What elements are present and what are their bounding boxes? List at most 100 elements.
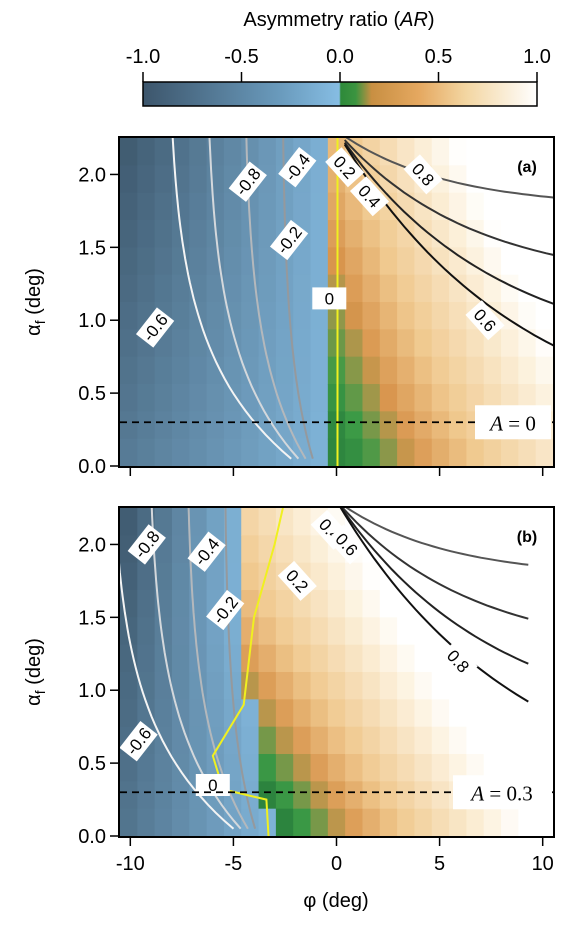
heatmap-cell <box>120 617 138 646</box>
heatmap-cell <box>518 726 537 755</box>
heatmap-cell <box>137 192 156 221</box>
panel-label: (a) <box>517 159 537 176</box>
heatmap-cell <box>171 590 190 618</box>
heatmap-cell <box>171 617 190 646</box>
heatmap-cell <box>206 192 225 221</box>
heatmap-cell <box>223 535 242 564</box>
heatmap-cell <box>120 247 138 276</box>
heatmap-cell <box>501 356 519 385</box>
heatmap-cell <box>466 535 485 564</box>
heatmap-cell <box>466 754 485 782</box>
heatmap-cell <box>535 274 553 303</box>
heatmap-cell <box>310 808 329 836</box>
heatmap-cell <box>327 590 346 618</box>
heatmap-cell <box>501 165 519 194</box>
heatmap-cell <box>120 808 138 836</box>
panel-b-axes: 0.0 0.5 1.0 1.5 2.0 -10 -5 0 5 10 αf (deg) <box>23 534 554 875</box>
heatmap-cell <box>518 274 537 303</box>
heatmap-cell <box>327 754 346 782</box>
heatmap-cell <box>258 508 277 536</box>
heatmap-cell <box>327 562 346 591</box>
heatmap-cell <box>379 535 398 564</box>
svg-text:A = 0.3: A = 0.3 <box>469 781 532 805</box>
heatmap-cell <box>120 644 138 673</box>
heatmap-cell <box>137 356 156 385</box>
heatmap-cell <box>258 138 277 166</box>
x-tick-label: 0 <box>331 853 342 875</box>
contour-line <box>343 142 553 305</box>
heatmap-cell <box>223 138 242 166</box>
heatmap-cell <box>275 699 294 728</box>
heatmap-cell <box>501 138 519 166</box>
heatmap-cell <box>379 808 398 836</box>
heatmap-cell <box>293 302 312 330</box>
y-tick-label: 0.5 <box>78 753 106 775</box>
svg-text:0: 0 <box>208 776 217 795</box>
heatmap-cell <box>414 384 433 412</box>
heatmap-cell <box>241 808 260 836</box>
heatmap-cell <box>397 781 416 810</box>
heatmap-cell <box>449 754 467 782</box>
heatmap-cell <box>310 329 329 358</box>
heatmap-cell <box>535 590 553 618</box>
heatmap-cell <box>501 808 519 836</box>
heatmap-cell <box>154 274 173 303</box>
heatmap-cell <box>483 562 502 591</box>
heatmap-cell <box>449 617 467 646</box>
svg-text:0: 0 <box>325 289 334 308</box>
heatmap-cell <box>379 590 398 618</box>
heatmap-cell <box>241 302 260 330</box>
y-tick-label: 0.5 <box>78 383 106 405</box>
heatmap-cell <box>345 274 364 303</box>
heatmap-cell <box>258 754 277 782</box>
heatmap-cell <box>466 192 485 221</box>
heatmap-cell <box>154 699 173 728</box>
heatmap-cell <box>154 192 173 221</box>
heatmap-cell <box>449 808 467 836</box>
heatmap-cell <box>466 329 485 358</box>
heatmap-cell <box>397 220 416 248</box>
contour-line <box>171 138 292 460</box>
heatmap-cell <box>414 438 433 466</box>
heatmap-cell <box>501 384 519 412</box>
heatmap-cell <box>154 672 173 700</box>
heatmap-cell <box>345 726 364 755</box>
heatmap-cell <box>120 535 138 564</box>
contour-label: 0 <box>195 774 230 796</box>
heatmap-cell <box>137 411 156 440</box>
heatmap-cell <box>518 165 537 194</box>
heatmap-cell <box>414 329 433 358</box>
heatmap-cell <box>275 754 294 782</box>
heatmap-cell <box>501 617 519 646</box>
heatmap-cell <box>449 220 467 248</box>
heatmap-cell <box>379 508 398 536</box>
heatmap-cell <box>310 247 329 276</box>
heatmap-cell <box>223 438 242 466</box>
heatmap-cell <box>137 274 156 303</box>
heatmap-cell <box>518 699 537 728</box>
heatmap-cell <box>206 384 225 412</box>
heatmap-cell <box>379 699 398 728</box>
heatmap-cell <box>362 274 381 303</box>
heatmap-cell <box>379 781 398 810</box>
heatmap-cell <box>466 165 485 194</box>
y-tick-label: 1.5 <box>78 607 106 629</box>
heatmap-cell <box>171 302 190 330</box>
heatmap-cell <box>449 411 467 440</box>
heatmap-cell <box>189 138 208 166</box>
heatmap-cell <box>466 356 485 385</box>
heatmap-cell <box>120 274 138 303</box>
heatmap-cell <box>483 274 502 303</box>
panel-a-axes: 0.0 0.5 1.0 1.5 2.0 αf (deg) <box>23 164 544 478</box>
heatmap-cell <box>327 644 346 673</box>
heatmap-cell <box>414 192 433 221</box>
heatmap-cell <box>189 438 208 466</box>
heatmap-cell <box>154 384 173 412</box>
heatmap-cell <box>431 781 450 810</box>
heatmap-cell <box>518 508 537 536</box>
heatmap-cell <box>241 247 260 276</box>
contour-line <box>120 563 235 830</box>
heatmap-cell <box>241 590 260 618</box>
heatmap-cell <box>518 329 537 358</box>
heatmap-cell <box>397 754 416 782</box>
